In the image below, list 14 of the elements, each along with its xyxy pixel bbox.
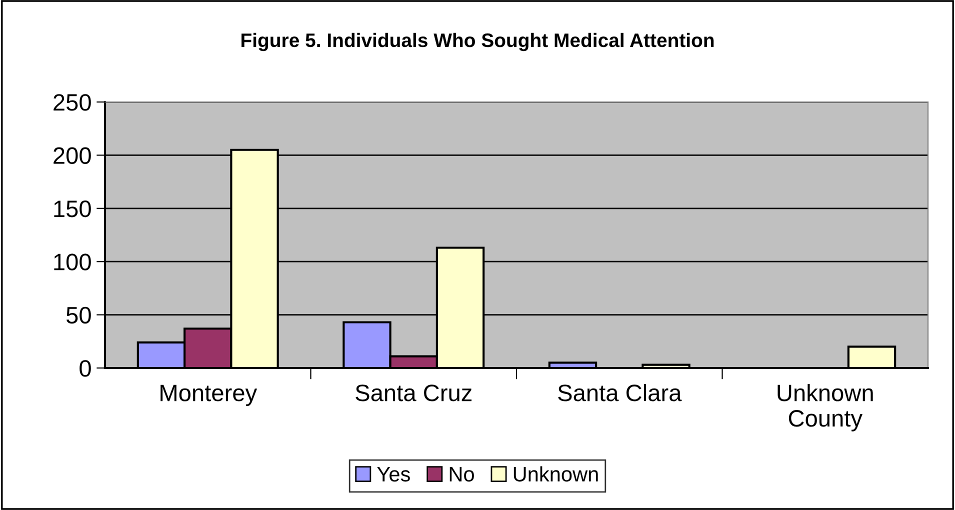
y-tick-label: 0 bbox=[80, 360, 91, 377]
x-tick-label: Unknown County bbox=[778, 384, 873, 432]
y-tick-label: 200 bbox=[54, 147, 91, 164]
y-tick-label: 150 bbox=[54, 200, 91, 218]
y-tick-label: 50 bbox=[66, 306, 91, 324]
y-tick-label: 250 bbox=[54, 94, 91, 111]
legend-label: Yes bbox=[377, 467, 410, 482]
x-tick-label: Santa Clara bbox=[558, 384, 682, 402]
legend-label: Unknown bbox=[514, 466, 598, 482]
chart-title: Figure 5. Individuals Who Sought Medical Attention bbox=[242, 32, 714, 52]
legend-label: No bbox=[450, 467, 474, 482]
x-tick-label: Monterey bbox=[160, 384, 258, 406]
y-tick-label: 100 bbox=[54, 254, 91, 270]
x-tick-label: Santa Cruz bbox=[356, 384, 472, 402]
